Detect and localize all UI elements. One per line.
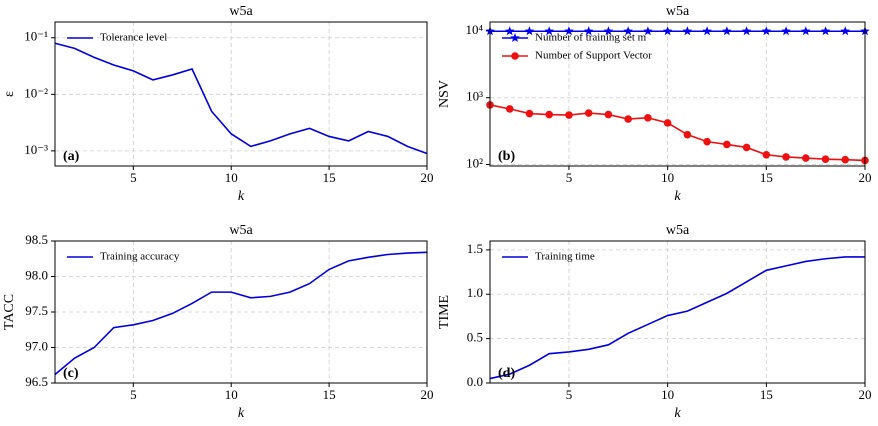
data-point bbox=[544, 26, 554, 36]
plot-frame bbox=[54, 21, 428, 167]
data-point bbox=[505, 26, 515, 36]
panel-label: (b) bbox=[498, 149, 515, 164]
data-point bbox=[841, 155, 850, 164]
x-tick-label: 10 bbox=[661, 170, 674, 185]
y-axis-label: TACC bbox=[2, 294, 17, 330]
x-tick-label: 15 bbox=[323, 170, 336, 185]
x-tick-label: 20 bbox=[421, 387, 434, 402]
data-point bbox=[662, 26, 673, 36]
data-point bbox=[801, 154, 810, 162]
data-point bbox=[584, 109, 593, 117]
data-line bbox=[54, 42, 428, 155]
legend-label: Tolerance level bbox=[100, 32, 167, 44]
y-tick-label: 96.5 bbox=[25, 374, 48, 389]
plot-frame bbox=[54, 240, 428, 384]
data-line bbox=[54, 251, 428, 376]
x-axis-label: k bbox=[674, 406, 681, 421]
x-tick-label: 15 bbox=[760, 387, 773, 402]
chart-title: w5a bbox=[229, 4, 253, 19]
data-point bbox=[741, 26, 752, 36]
data-point bbox=[505, 105, 514, 113]
data-point bbox=[782, 153, 790, 161]
x-tick-label: 5 bbox=[130, 387, 137, 402]
data-point bbox=[525, 109, 534, 118]
plot-frame bbox=[489, 240, 866, 384]
x-axis-label: k bbox=[238, 189, 245, 204]
x-axis-label: k bbox=[674, 189, 681, 204]
x-tick-label: 10 bbox=[225, 170, 238, 185]
y-tick-label: 10⁻² bbox=[24, 85, 48, 100]
y-tick-label: 98.0 bbox=[25, 267, 48, 282]
panel-label: (d) bbox=[498, 366, 515, 381]
chart-title: w5a bbox=[666, 4, 690, 19]
x-tick-label: 20 bbox=[859, 387, 872, 402]
data-point bbox=[703, 137, 711, 146]
data-point bbox=[524, 26, 535, 36]
data-point bbox=[564, 26, 574, 36]
data-point bbox=[820, 26, 831, 36]
data-point bbox=[761, 26, 772, 36]
data-point bbox=[682, 26, 693, 36]
y-tick-label: 97.5 bbox=[25, 303, 48, 318]
data-point bbox=[583, 26, 594, 36]
y-tick-label: 0.5 bbox=[467, 330, 483, 345]
data-point bbox=[623, 26, 633, 36]
legend-label: Training accuracy bbox=[100, 251, 180, 263]
panel-label: (a) bbox=[63, 149, 80, 164]
y-tick-label: 1.5 bbox=[467, 241, 483, 256]
plot-frame bbox=[489, 21, 866, 167]
x-tick-label: 20 bbox=[421, 170, 434, 185]
y-tick-label: 1.0 bbox=[467, 285, 483, 300]
data-point bbox=[722, 26, 732, 36]
chart-title: w5a bbox=[666, 223, 690, 238]
x-axis-label: k bbox=[238, 406, 245, 421]
x-tick-label: 20 bbox=[859, 170, 872, 185]
data-point bbox=[762, 150, 771, 159]
y-tick-label: 98.5 bbox=[25, 232, 48, 247]
y-tick-label: 10⁻³ bbox=[24, 142, 48, 157]
data-point bbox=[821, 155, 830, 164]
y-axis-label: TIME bbox=[437, 295, 452, 329]
x-tick-label: 5 bbox=[130, 170, 137, 185]
data-point bbox=[565, 111, 573, 119]
data-point bbox=[702, 26, 712, 36]
chart-title: w5a bbox=[229, 223, 253, 238]
data-line bbox=[489, 256, 865, 380]
legend-marker bbox=[510, 33, 520, 42]
data-point bbox=[624, 115, 632, 123]
data-point bbox=[663, 119, 672, 127]
legend-label: Training time bbox=[535, 251, 595, 263]
data-point bbox=[840, 26, 850, 36]
data-point bbox=[644, 114, 652, 122]
legend-label: Number of Support Vector bbox=[535, 50, 652, 62]
y-tick-label: 10⁴ bbox=[465, 22, 483, 37]
y-tick-label: 10³ bbox=[466, 89, 483, 104]
data-point bbox=[781, 26, 791, 36]
legend-label: Number of training set m bbox=[535, 32, 647, 44]
x-tick-label: 5 bbox=[566, 387, 573, 402]
y-tick-label: 97.0 bbox=[25, 338, 48, 353]
x-tick-label: 5 bbox=[566, 170, 573, 185]
data-point bbox=[742, 143, 751, 152]
data-point bbox=[723, 140, 731, 149]
y-tick-label: 0.0 bbox=[467, 374, 483, 389]
legend-marker bbox=[511, 52, 519, 60]
x-tick-label: 10 bbox=[661, 387, 674, 402]
y-axis-label: NSV bbox=[437, 80, 452, 108]
y-axis-label: ε bbox=[2, 91, 17, 97]
data-point bbox=[603, 26, 614, 36]
x-tick-label: 15 bbox=[760, 170, 773, 185]
y-tick-label: 10² bbox=[466, 155, 483, 170]
data-point bbox=[545, 110, 554, 119]
y-tick-label: 10⁻¹ bbox=[24, 29, 48, 44]
data-point bbox=[683, 130, 692, 139]
x-tick-label: 15 bbox=[323, 387, 336, 402]
data-point bbox=[643, 26, 653, 36]
panel-label: (c) bbox=[63, 366, 79, 381]
x-tick-label: 10 bbox=[225, 387, 238, 402]
data-point bbox=[801, 26, 811, 36]
data-point bbox=[604, 110, 613, 119]
